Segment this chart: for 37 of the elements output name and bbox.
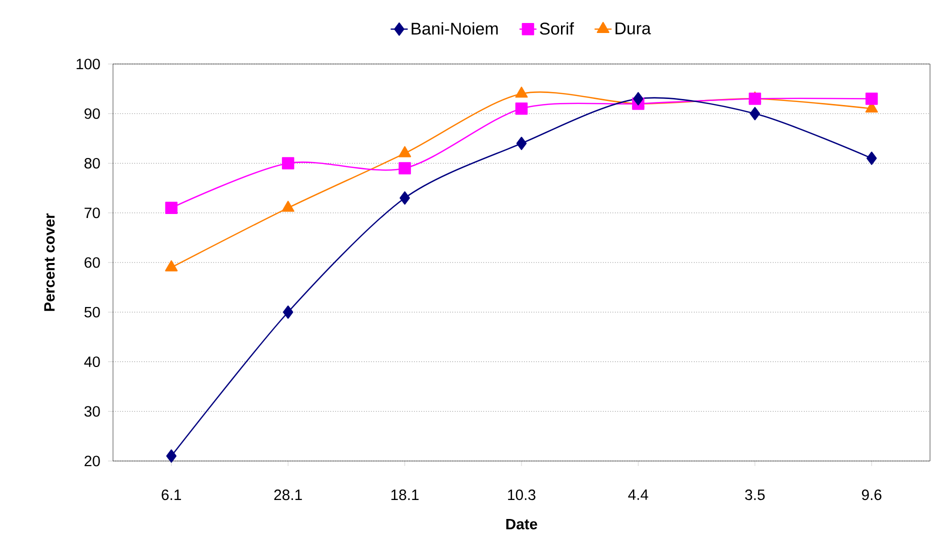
point — [165, 202, 178, 214]
point — [866, 152, 877, 165]
y-tick-label: 20 — [84, 456, 100, 466]
y-tick-label: 100 — [76, 58, 100, 70]
point — [398, 162, 411, 174]
point — [165, 260, 178, 272]
point — [282, 200, 294, 212]
x-axis-title: Date — [506, 518, 538, 530]
y-axis-title: Percent cover — [44, 213, 55, 311]
x-tick-label: 3.5 — [745, 490, 765, 500]
y-tick-label: 40 — [84, 356, 100, 368]
y-tick-label: 80 — [84, 158, 100, 169]
point — [282, 305, 294, 319]
x-tick-label: 6.1 — [162, 490, 182, 500]
x-tick-label: 18.1 — [391, 490, 419, 500]
point — [400, 191, 410, 205]
point — [516, 136, 527, 150]
point — [865, 92, 878, 105]
point — [515, 86, 528, 98]
x-tick-label: 10.3 — [508, 490, 536, 500]
point — [282, 157, 294, 170]
y-tick-label: 50 — [84, 306, 100, 318]
legend-label: Dura — [616, 22, 651, 34]
y-tick-label: 60 — [84, 257, 100, 268]
x-tick-label: 28.1 — [274, 490, 302, 500]
x-tick-label: 9.6 — [862, 490, 882, 500]
y-tick-label: 70 — [84, 208, 100, 218]
y-tick-label: 90 — [84, 108, 100, 119]
point — [633, 92, 644, 106]
x-tick-label: 4.4 — [628, 490, 648, 500]
point — [398, 146, 412, 158]
point — [515, 102, 528, 115]
legend-label: Bani-Noiem — [412, 22, 498, 35]
point — [166, 449, 177, 463]
point — [750, 106, 760, 120]
y-tick-label: 30 — [84, 406, 100, 417]
legend-label: Sorif — [540, 22, 574, 35]
